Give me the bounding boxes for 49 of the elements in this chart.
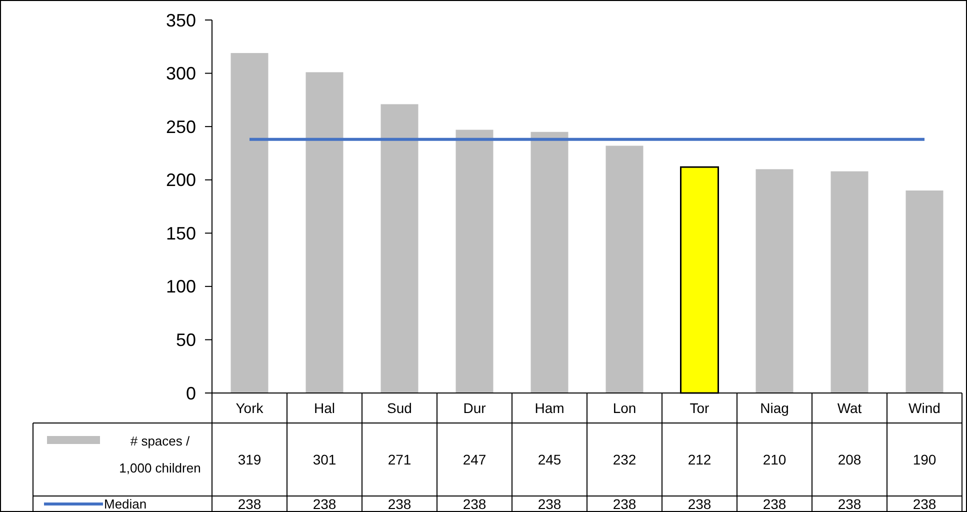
bar — [380, 104, 418, 393]
data-label: 238 — [538, 496, 562, 512]
y-tick-label: 0 — [186, 383, 196, 404]
data-label: 238 — [238, 496, 262, 512]
y-tick-label: 250 — [166, 116, 196, 137]
data-label: 238 — [612, 496, 636, 512]
data-label: 238 — [762, 496, 786, 512]
x-tick-label: York — [236, 400, 264, 416]
data-label: 245 — [538, 451, 562, 468]
bar — [530, 132, 568, 393]
x-tick-label: Dur — [463, 400, 486, 416]
x-tick-label: Sud — [387, 400, 412, 416]
legend-label: # spaces / 1,000 children — [119, 434, 201, 476]
data-label: 208 — [838, 451, 862, 468]
y-tick-label: 300 — [166, 64, 196, 84]
x-tick-label: Wat — [837, 400, 862, 416]
bar — [456, 130, 494, 393]
legend-label: Median — [104, 496, 147, 512]
y-tick-label: 50 — [176, 330, 196, 350]
data-label: 210 — [762, 451, 786, 468]
data-label: 238 — [838, 496, 862, 512]
bar — [306, 72, 344, 393]
x-tick-label: Lon — [612, 400, 636, 416]
x-tick-label: Hal — [314, 400, 336, 416]
data-label: 247 — [462, 451, 486, 468]
data-label: 271 — [388, 451, 412, 468]
data-label: 301 — [312, 451, 336, 468]
data-label: 190 — [912, 451, 936, 468]
bar — [606, 146, 644, 393]
data-label: 212 — [688, 451, 712, 468]
x-tick-label: Ham — [534, 400, 564, 416]
y-tick-label: 100 — [166, 276, 196, 297]
bar — [756, 169, 794, 393]
data-label: 238 — [462, 496, 486, 512]
data-label: 238 — [388, 496, 412, 512]
bar — [830, 171, 868, 393]
data-label: 238 — [912, 496, 936, 512]
data-label: 232 — [612, 451, 636, 468]
x-tick-label: Tor — [690, 400, 710, 416]
y-tick-label: 200 — [166, 170, 196, 190]
x-tick-label: Wind — [908, 400, 940, 416]
data-label: 238 — [688, 496, 712, 512]
y-tick-label: 350 — [166, 10, 196, 30]
bar — [230, 53, 268, 393]
x-tick-label: Niag — [760, 400, 789, 416]
bar — [906, 190, 944, 393]
data-label: 319 — [238, 451, 262, 468]
y-tick-label: 150 — [166, 223, 196, 244]
data-label: 238 — [312, 496, 336, 512]
